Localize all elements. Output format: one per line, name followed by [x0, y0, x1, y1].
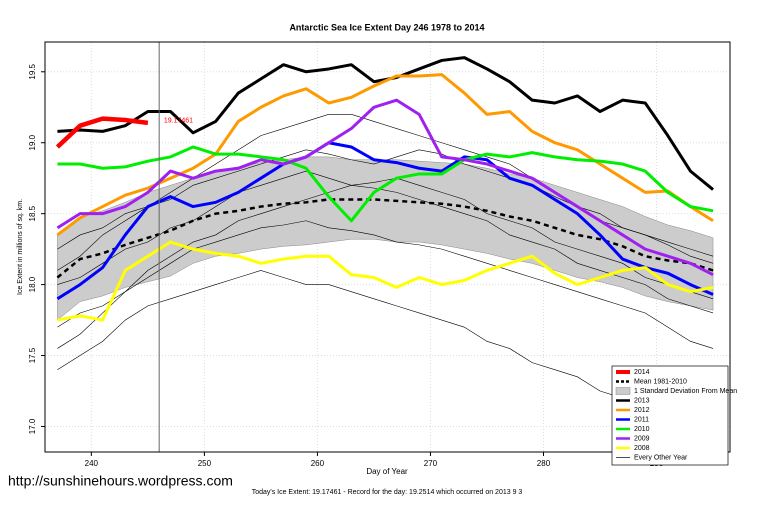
series-line: [55, 116, 149, 149]
series-line: [56, 198, 714, 279]
series-line: [57, 145, 714, 223]
series-line: [56, 73, 714, 237]
x-tick-label: 240: [85, 459, 99, 468]
x-axis-label: Day of Year: [366, 467, 408, 476]
plot-frame: [44, 41, 731, 453]
legend-swatch: [615, 387, 631, 395]
x-tick-label: 260: [311, 459, 325, 468]
legend-label: 2010: [634, 426, 650, 433]
y-axis-label: Ice Extent in millions of sq. km.: [17, 199, 24, 295]
legend-label: 2009: [634, 435, 650, 442]
other-year-line: [57, 220, 714, 349]
y-tick-label: 19.5: [28, 63, 37, 79]
x-tick-label: 250: [198, 459, 212, 468]
x-tick-label: 270: [424, 459, 438, 468]
annotation: 19.17461: [164, 118, 193, 125]
other-year-line: [57, 270, 714, 437]
legend-label: 2008: [634, 445, 650, 452]
y-tick-label: 17.0: [28, 418, 37, 434]
source-url: http://sunshinehours.wordpress.com: [8, 473, 233, 489]
legend-label: 2013: [634, 397, 650, 404]
x-tick-label: 280: [537, 459, 551, 468]
y-tick-label: 18.5: [28, 205, 37, 221]
other-year-line: [57, 184, 714, 328]
y-tick-label: 19.0: [28, 134, 37, 150]
legend-label: 2014: [634, 369, 650, 376]
legend-box: [611, 365, 729, 466]
legend-label: 2012: [634, 407, 650, 414]
chart-title: Antarctic Sea Ice Extent Day 246 1978 to…: [289, 22, 484, 32]
y-tick-label: 17.5: [28, 347, 37, 363]
series-line: [56, 141, 714, 301]
legend-label: Every Other Year: [634, 454, 688, 461]
footer: Today's Ice Extent: 19.17461 - Record fo…: [252, 489, 523, 496]
legend-label: Mean 1981-2010: [634, 378, 687, 385]
series-line: [56, 98, 714, 277]
legend-label: 1 Standard Deviation From Mean: [634, 388, 737, 395]
other-year-line: [57, 114, 714, 257]
other-year-line: [57, 170, 714, 300]
legend-label: 2011: [634, 416, 649, 423]
series-line: [57, 240, 714, 322]
y-tick-label: 18.0: [28, 276, 37, 292]
